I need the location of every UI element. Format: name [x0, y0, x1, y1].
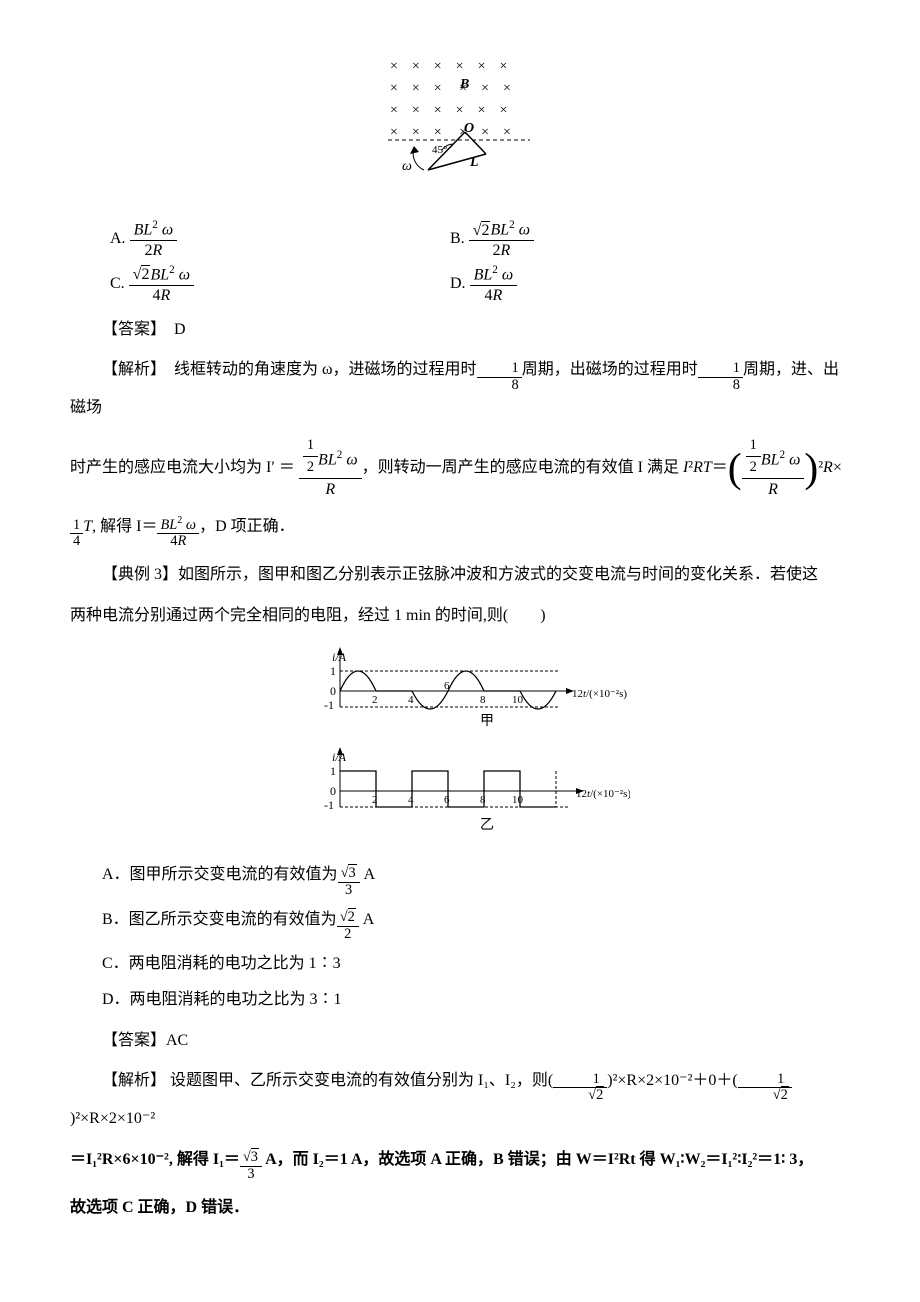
sq2R: ²R× — [818, 459, 842, 476]
q3-optA-text: A．图甲所示交变电流的有效值为 — [102, 866, 338, 883]
q2-options-row2: C. 2BL2 ω 4R D. BL2 ω 4R — [70, 264, 850, 305]
q2-field-diagram: × × × × × × × × × × × × B × × × × × × × … — [70, 50, 850, 211]
q3-optD: D．两电阻消耗的电功之比为 3∶1 — [70, 985, 850, 1015]
q3-exp-c: )²×R×2×10⁻² — [70, 1110, 155, 1127]
q3-optA: A．图甲所示交变电流的有效值为33 A — [70, 860, 850, 898]
svg-text:× × × × × ×: × × × × × × — [390, 125, 511, 140]
svg-text:-1: -1 — [324, 698, 334, 712]
svg-text:2: 2 — [372, 694, 378, 706]
q2-answer: 【答案】 D — [70, 315, 850, 345]
q2-explain-p1: 【解析】 线框转动的角速度为 ω，进磁场的过程用时18周期，出磁场的过程用时18… — [70, 355, 850, 424]
svg-text:4: 4 — [408, 794, 414, 806]
svg-text:-1: -1 — [324, 798, 334, 812]
q2-optD-label: D. — [450, 275, 466, 292]
frac-1-sqrt2b: 12 — [738, 1072, 792, 1105]
frac-1-4: 14 — [70, 518, 83, 551]
q2-optC-label: C. — [110, 275, 125, 292]
q2-explain-p3: 14T, 解得 I＝BL2 ω4R，D 项正确． — [70, 512, 850, 550]
svg-text:× × × × × ×: × × × × × × — [390, 59, 507, 74]
svg-text:1: 1 — [330, 764, 336, 778]
svg-text:10: 10 — [512, 794, 524, 806]
frac-Iprime: 12BL2 ω R — [299, 434, 362, 502]
q2-optB-frac: 2BL2 ω 2R — [469, 219, 534, 260]
svg-text:6: 6 — [444, 794, 450, 806]
frac-1-sqrt2a: 12 — [553, 1072, 607, 1105]
q2-exp2a: 时产生的感应电流大小均为 I′ ＝ — [70, 459, 295, 476]
q3-optB-unit: A — [359, 911, 375, 928]
q2-optB-label: B. — [450, 230, 465, 247]
q2-optC-frac: 2BL2 ω 4R — [129, 264, 194, 305]
svg-text:6: 6 — [444, 680, 450, 692]
svg-text:0: 0 — [330, 684, 336, 698]
frac-1-8a: 18 — [477, 361, 522, 394]
svg-text:0: 0 — [330, 784, 336, 798]
q2-exp-a: 【解析】 线框转动的角速度为 ω，进磁场的过程用时 — [102, 361, 477, 378]
q3-optA-unit: A — [360, 866, 376, 883]
q3-charts: i/A 1 0 -1 24 6810 12t/(×10⁻²s) 甲 i — [70, 641, 850, 852]
q3-exp2b: A，而 I₂＝1 A，故选项 A 正确，B 错误；由 W＝I²Rt 得 W₁∶W… — [262, 1151, 813, 1168]
frac-Iprime2: 12BL2 ω R — [742, 434, 805, 502]
q3-explain-p3: 故选项 C 正确，D 错误． — [70, 1193, 850, 1223]
q3-optB-text: B．图乙所示交变电流的有效值为 — [102, 911, 337, 928]
label-angle: 45° — [432, 144, 447, 156]
q3-optC: C．两电阻消耗的电功之比为 1∶3 — [70, 949, 850, 979]
q3-explain-p2: ＝I₁²R×6×10⁻², 解得 I₁＝33 A，而 I₂＝1 A，故选项 A … — [70, 1145, 850, 1183]
svg-text:4: 4 — [408, 694, 414, 706]
q2-options-row1: A. BL2 ω 2R B. 2BL2 ω 2R — [70, 219, 850, 260]
svg-text:12t/(×10⁻²s): 12t/(×10⁻²s) — [576, 788, 630, 800]
q2-optA-frac: BL2 ω 2R — [130, 219, 178, 260]
frac-result: BL2 ω4R — [157, 515, 199, 550]
svg-text:12t/(×10⁻²s): 12t/(×10⁻²s) — [572, 688, 627, 700]
label-omega: ω — [402, 159, 412, 174]
svg-text:8: 8 — [480, 694, 486, 706]
label-O: O — [464, 121, 474, 136]
svg-text:× × × × × ×: × × × × × × — [390, 103, 507, 118]
label-L: L — [469, 155, 479, 170]
svg-text:8: 8 — [480, 794, 486, 806]
q2-exp-b: 周期，出磁场的过程用时 — [522, 361, 698, 378]
q3-optB-frac: 22 — [337, 910, 359, 943]
q2-optA-label: A. — [110, 230, 126, 247]
q2-optD-frac: BL2 ω 4R — [470, 264, 518, 305]
frac-1-8b: 18 — [698, 361, 743, 394]
q2-explain-p2: 时产生的感应电流大小均为 I′ ＝ 12BL2 ω R ，则转动一周产生的感应电… — [70, 434, 850, 502]
q3-explain-p1: 【解析】 设题图甲、乙所示交变电流的有效值分别为 I₁、I₂，则(12)²×R×… — [70, 1066, 850, 1135]
q3-answer: 【答案】AC — [70, 1026, 850, 1056]
svg-text:1: 1 — [330, 664, 336, 678]
svg-text:× × × × × ×: × × × × × × — [390, 81, 511, 96]
i2rt: I — [683, 459, 688, 476]
label-B: B — [459, 77, 469, 92]
q3-exp-b: )²×R×2×10⁻²＋0＋( — [607, 1072, 737, 1089]
q2-exp3a: 解得 I＝ — [100, 518, 157, 535]
q3-optB: B．图乙所示交变电流的有效值为22 A — [70, 905, 850, 943]
q3-prompt-2: 两种电流分别通过两个完全相同的电阻，经过 1 min 的时间,则( ) — [70, 601, 850, 631]
svg-text:2: 2 — [372, 794, 378, 806]
q2-exp2b: ，则转动一周产生的感应电流的有效值 I 满足 — [362, 459, 683, 476]
q3-exp-a: 【解析】 设题图甲、乙所示交变电流的有效值分别为 I₁、I₂，则( — [102, 1072, 553, 1089]
q3-prompt-1: 【典例 3】如图所示，图甲和图乙分别表示正弦脉冲波和方波式的交变电流与时间的变化… — [70, 560, 850, 590]
q3-exp2a: ＝I₁²R×6×10⁻², 解得 I₁＝ — [70, 1151, 240, 1168]
q2-exp3b: ，D 项正确． — [199, 518, 295, 535]
svg-text:甲: 甲 — [480, 714, 494, 729]
svg-text:乙: 乙 — [480, 817, 494, 833]
q3-optA-frac: 33 — [338, 866, 360, 899]
frac-sqrt3-3: 33 — [240, 1150, 262, 1183]
svg-text:10: 10 — [512, 694, 524, 706]
